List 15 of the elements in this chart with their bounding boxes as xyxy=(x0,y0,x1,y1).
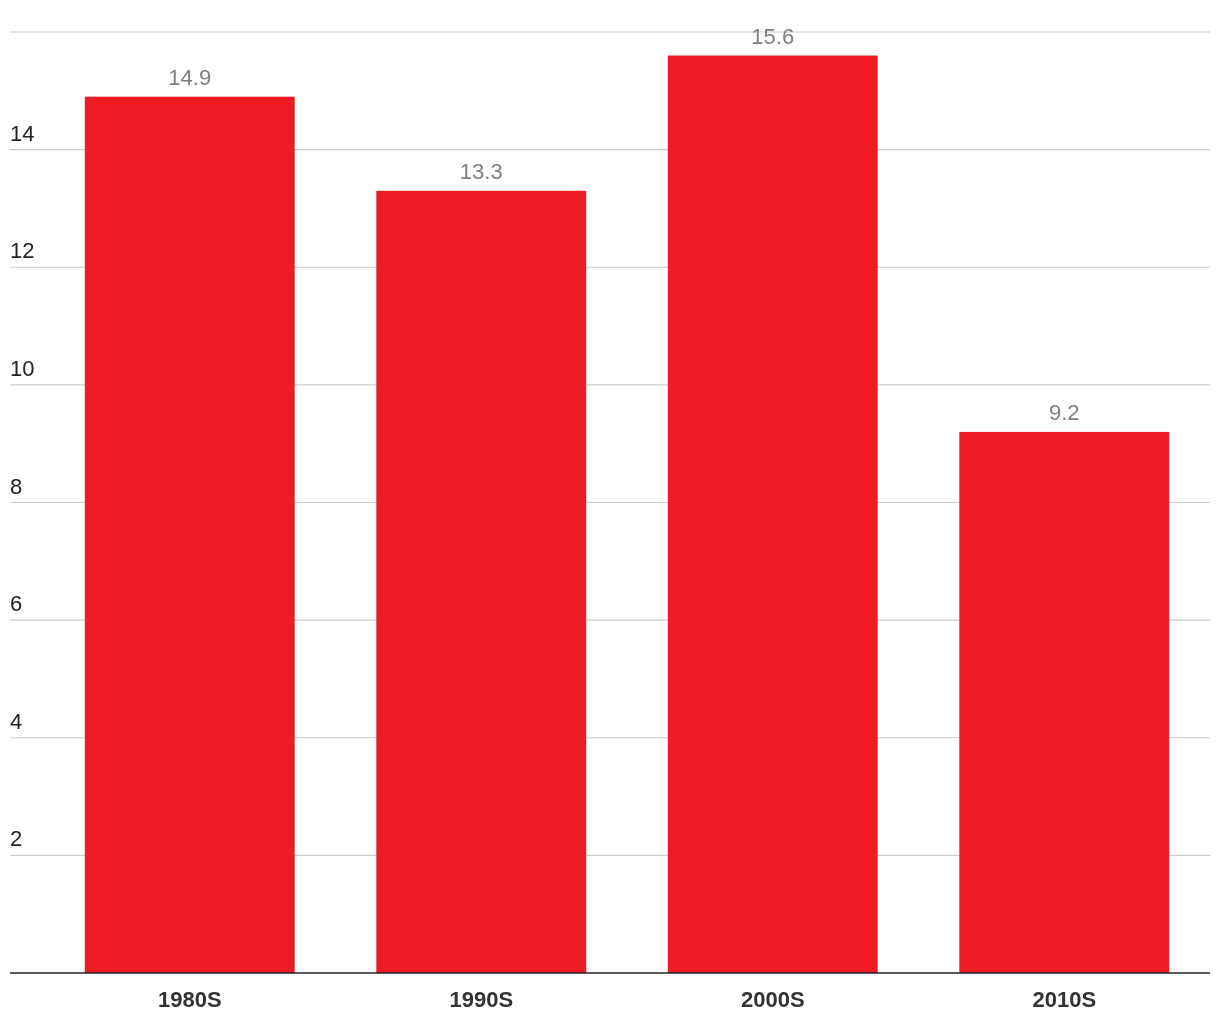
y-tick-label: 8 xyxy=(10,473,23,499)
y-tick-label: 14 xyxy=(10,120,35,146)
y-tick-label: 10 xyxy=(10,355,35,381)
y-tick-label: 12 xyxy=(10,238,35,264)
data-label: 15.6 xyxy=(751,23,795,49)
y-tick-label: 4 xyxy=(10,708,23,734)
x-tick-label: 1990S xyxy=(449,987,514,1012)
data-label: 13.3 xyxy=(459,158,503,184)
y-tick-label: 2 xyxy=(10,826,23,852)
data-label: 14.9 xyxy=(168,64,212,90)
x-tick-label: 2010S xyxy=(1032,987,1097,1012)
data-label: 9.2 xyxy=(1048,399,1080,425)
x-tick-label: 1980S xyxy=(157,987,222,1012)
x-tick-label: 2000S xyxy=(740,987,805,1012)
y-tick-label: 6 xyxy=(10,591,23,617)
